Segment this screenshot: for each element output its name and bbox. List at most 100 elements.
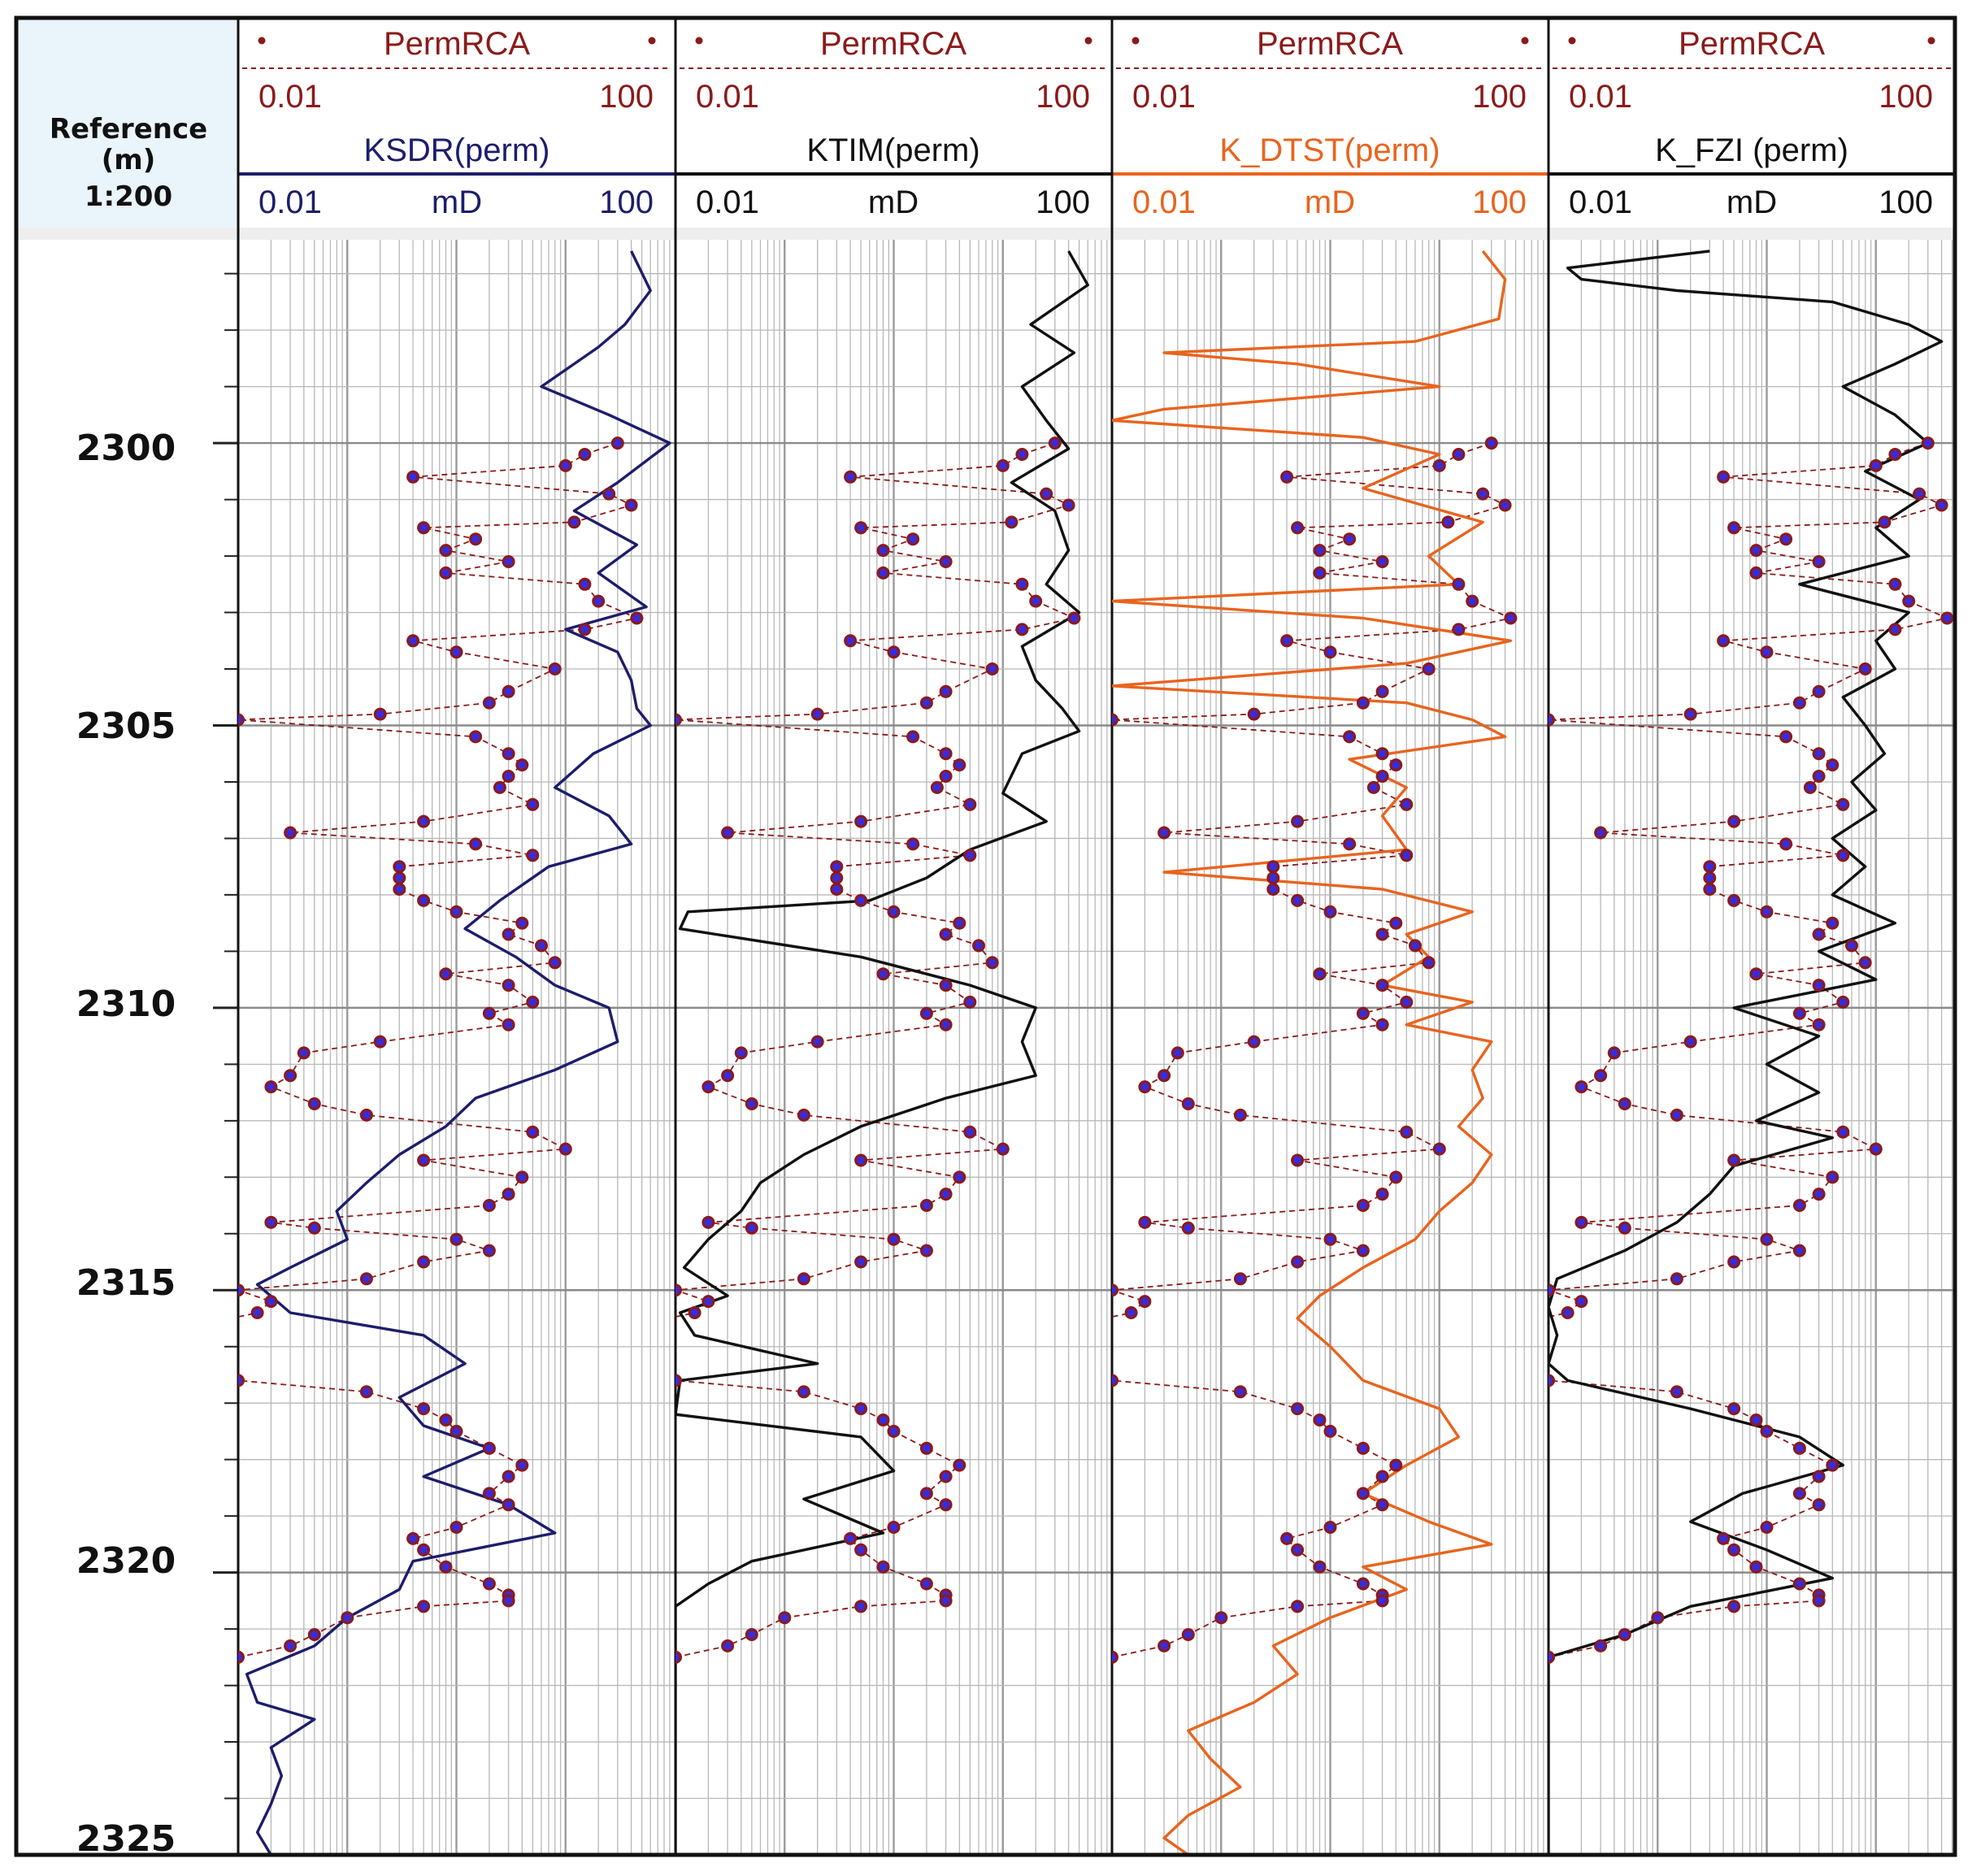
perm-rca-point xyxy=(844,1531,858,1545)
perm-rca-point xyxy=(1683,707,1697,721)
perm-rca-point xyxy=(610,436,624,450)
perm-rca-point xyxy=(1280,470,1294,484)
perm-rca-point xyxy=(1779,730,1793,744)
perm-rca-point xyxy=(1618,1097,1631,1110)
perm-rca-point xyxy=(1902,594,1916,608)
perm-rca-point xyxy=(1171,1046,1184,1060)
perm-rca-point xyxy=(1749,566,1763,580)
perm-rca-point xyxy=(1888,577,1902,591)
perm-rca-point xyxy=(1356,1244,1370,1257)
reference-track-bg xyxy=(16,240,238,1855)
ksdr-curve xyxy=(245,250,671,1855)
perm-rca-point xyxy=(1375,684,1389,698)
perm-rca-point xyxy=(1005,515,1019,529)
perm-rca-point xyxy=(1247,707,1261,721)
perm-rca-point xyxy=(359,1108,373,1122)
perm-rca-point xyxy=(439,967,453,981)
perm-rca-point xyxy=(1138,1080,1152,1094)
perm-rca-point xyxy=(1313,1414,1327,1427)
perm-rca-point xyxy=(482,1199,496,1212)
perm-rca-point xyxy=(439,1560,453,1574)
perm-rca-point xyxy=(721,1639,735,1652)
perm-rca-point xyxy=(1067,611,1081,625)
perm-rca-point xyxy=(558,458,572,472)
perm-rca-point xyxy=(373,707,387,721)
perm-rca-point xyxy=(953,916,966,930)
perm-rca-point xyxy=(1466,594,1479,608)
perm-rca-point xyxy=(876,967,890,981)
perm-rca-point xyxy=(1727,1255,1741,1269)
perm-rca-point xyxy=(1760,1232,1774,1246)
perm-rca-point xyxy=(1858,662,1872,675)
reference-scale: 1:200 xyxy=(85,180,172,213)
perm-rca-point xyxy=(1812,1470,1826,1483)
perm-rca-point xyxy=(1323,905,1337,918)
k-dtst-unit: mD xyxy=(1305,185,1355,220)
ksdr-points-label: PermRCA xyxy=(384,26,530,62)
perm-rca-point xyxy=(502,1470,515,1483)
perm-rca-point xyxy=(854,893,868,907)
perm-rca-point xyxy=(887,1232,901,1246)
legend-marker-right xyxy=(1927,37,1935,45)
perm-rca-point xyxy=(1575,1215,1588,1229)
perm-rca-point xyxy=(701,1215,715,1229)
perm-rca-point xyxy=(939,1188,953,1201)
ktim-curve xyxy=(675,250,1089,1855)
perm-rca-point xyxy=(972,939,985,953)
perm-rca-point xyxy=(417,1153,431,1167)
perm-rca-point xyxy=(1594,1639,1608,1652)
perm-rca-point xyxy=(1727,1543,1741,1557)
perm-rca-point xyxy=(1181,1097,1195,1110)
depth-label-2320: 2320 xyxy=(76,1540,176,1582)
perm-rca-point xyxy=(1389,916,1403,930)
legend-marker-left xyxy=(258,37,266,45)
perm-rca-point xyxy=(887,905,901,918)
plot-frame xyxy=(14,15,1957,1857)
perm-rca-point xyxy=(1266,860,1280,874)
perm-rca-point xyxy=(830,883,844,896)
perm-rca-point xyxy=(854,521,868,535)
perm-rca-point xyxy=(830,871,844,885)
perm-rca-point xyxy=(1112,1374,1118,1387)
perm-rca-point xyxy=(854,1255,868,1269)
perm-rca-point xyxy=(1670,1108,1683,1122)
perm-rca-point xyxy=(624,498,638,512)
perm-rca-point xyxy=(810,1035,824,1049)
perm-rca-point xyxy=(919,1006,933,1020)
perm-rca-point xyxy=(1548,1283,1555,1297)
perm-rca-point xyxy=(1375,927,1389,941)
perm-rca-point xyxy=(1749,544,1763,558)
perm-rca-point xyxy=(1356,1487,1370,1500)
perm-rca-point xyxy=(602,487,616,501)
reference-header-bg xyxy=(16,18,238,228)
legend-marker-left xyxy=(1568,37,1576,45)
perm-rca-point xyxy=(515,1170,529,1184)
perm-rca-point xyxy=(1836,1125,1850,1139)
k-dtst-curve-min: 0.01 xyxy=(1132,185,1196,220)
perm-rca-points-layer xyxy=(238,442,1950,1659)
ktim-points-label: PermRCA xyxy=(820,26,966,62)
perm-rca-point xyxy=(887,1521,901,1534)
perm-rca-point xyxy=(1432,1142,1446,1156)
perm-rca-point xyxy=(238,1650,245,1664)
perm-rca-point xyxy=(1749,1560,1763,1574)
perm-rca-point xyxy=(1356,1006,1370,1020)
perm-rca-point xyxy=(1792,1006,1806,1020)
perm-rca-dots-layer xyxy=(238,436,1954,1664)
perm-rca-point xyxy=(906,730,920,744)
perm-rca-point xyxy=(1575,1080,1588,1094)
perm-rca-point xyxy=(810,707,824,721)
perm-rca-point xyxy=(1703,883,1717,896)
perm-rca-point xyxy=(953,1170,966,1184)
perm-rca-point xyxy=(1779,837,1793,851)
perm-rca-point xyxy=(469,837,483,851)
perm-rca-point xyxy=(1375,979,1389,992)
perm-rca-point xyxy=(844,634,858,648)
perm-rca-point xyxy=(1792,1199,1806,1212)
perm-rca-point xyxy=(1670,1385,1683,1399)
perm-rca-point xyxy=(502,927,515,941)
perm-rca-point xyxy=(1812,1188,1826,1201)
ksdr-points-max: 100 xyxy=(599,79,654,115)
depth-label-2305: 2305 xyxy=(76,706,176,747)
perm-rca-point xyxy=(482,1441,496,1455)
